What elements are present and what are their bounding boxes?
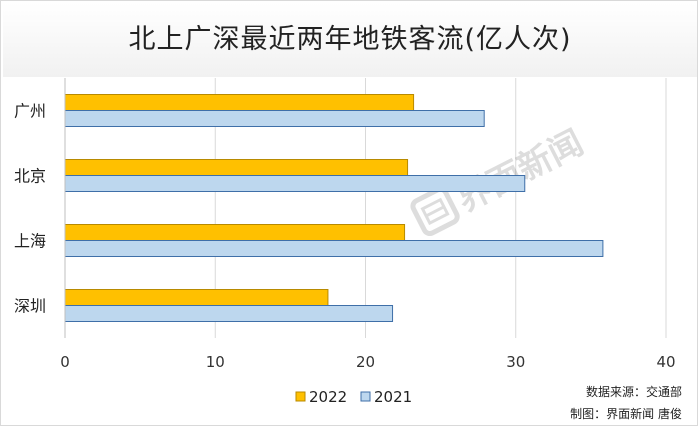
- bars: [64, 94, 604, 322]
- bar-2022-0: [64, 94, 415, 111]
- bar-2021-0: [64, 110, 485, 127]
- bar-2021-1: [64, 175, 526, 192]
- category-label: 广州: [14, 102, 46, 121]
- credit-note: 制图：界面新闻 唐俊: [570, 407, 682, 421]
- chart-title: 北上广深最近两年地铁客流(亿人次): [128, 24, 572, 55]
- x-tick-labels: 0 10 20 30 40: [60, 353, 675, 371]
- category-label: 北京: [14, 167, 46, 186]
- category-label: 上海: [14, 232, 46, 251]
- title-band: [3, 3, 697, 77]
- watermark-logo-icon: [410, 186, 460, 237]
- legend-label: 2021: [374, 388, 412, 406]
- bar-2021-3: [64, 305, 394, 322]
- legend-swatch-2022: [295, 391, 306, 402]
- x-tick-label: 40: [656, 353, 675, 371]
- svg-text:界面新闻: 界面新闻: [451, 123, 590, 220]
- legend-label: 2022: [309, 388, 347, 406]
- source-note: 数据来源：交通部: [585, 385, 682, 399]
- x-tick-label: 10: [206, 353, 225, 371]
- x-tick-label: 0: [60, 353, 70, 371]
- category-label: 深圳: [14, 297, 46, 316]
- bar-2021-2: [64, 240, 604, 257]
- x-tick-label: 30: [506, 353, 525, 371]
- x-tick-label: 20: [356, 353, 375, 371]
- legend-swatch-2021: [360, 391, 371, 402]
- bar-2022-3: [64, 289, 329, 306]
- bar-2022-1: [64, 159, 409, 176]
- legend: 2022 2021: [295, 388, 412, 406]
- bar-2022-2: [64, 224, 406, 241]
